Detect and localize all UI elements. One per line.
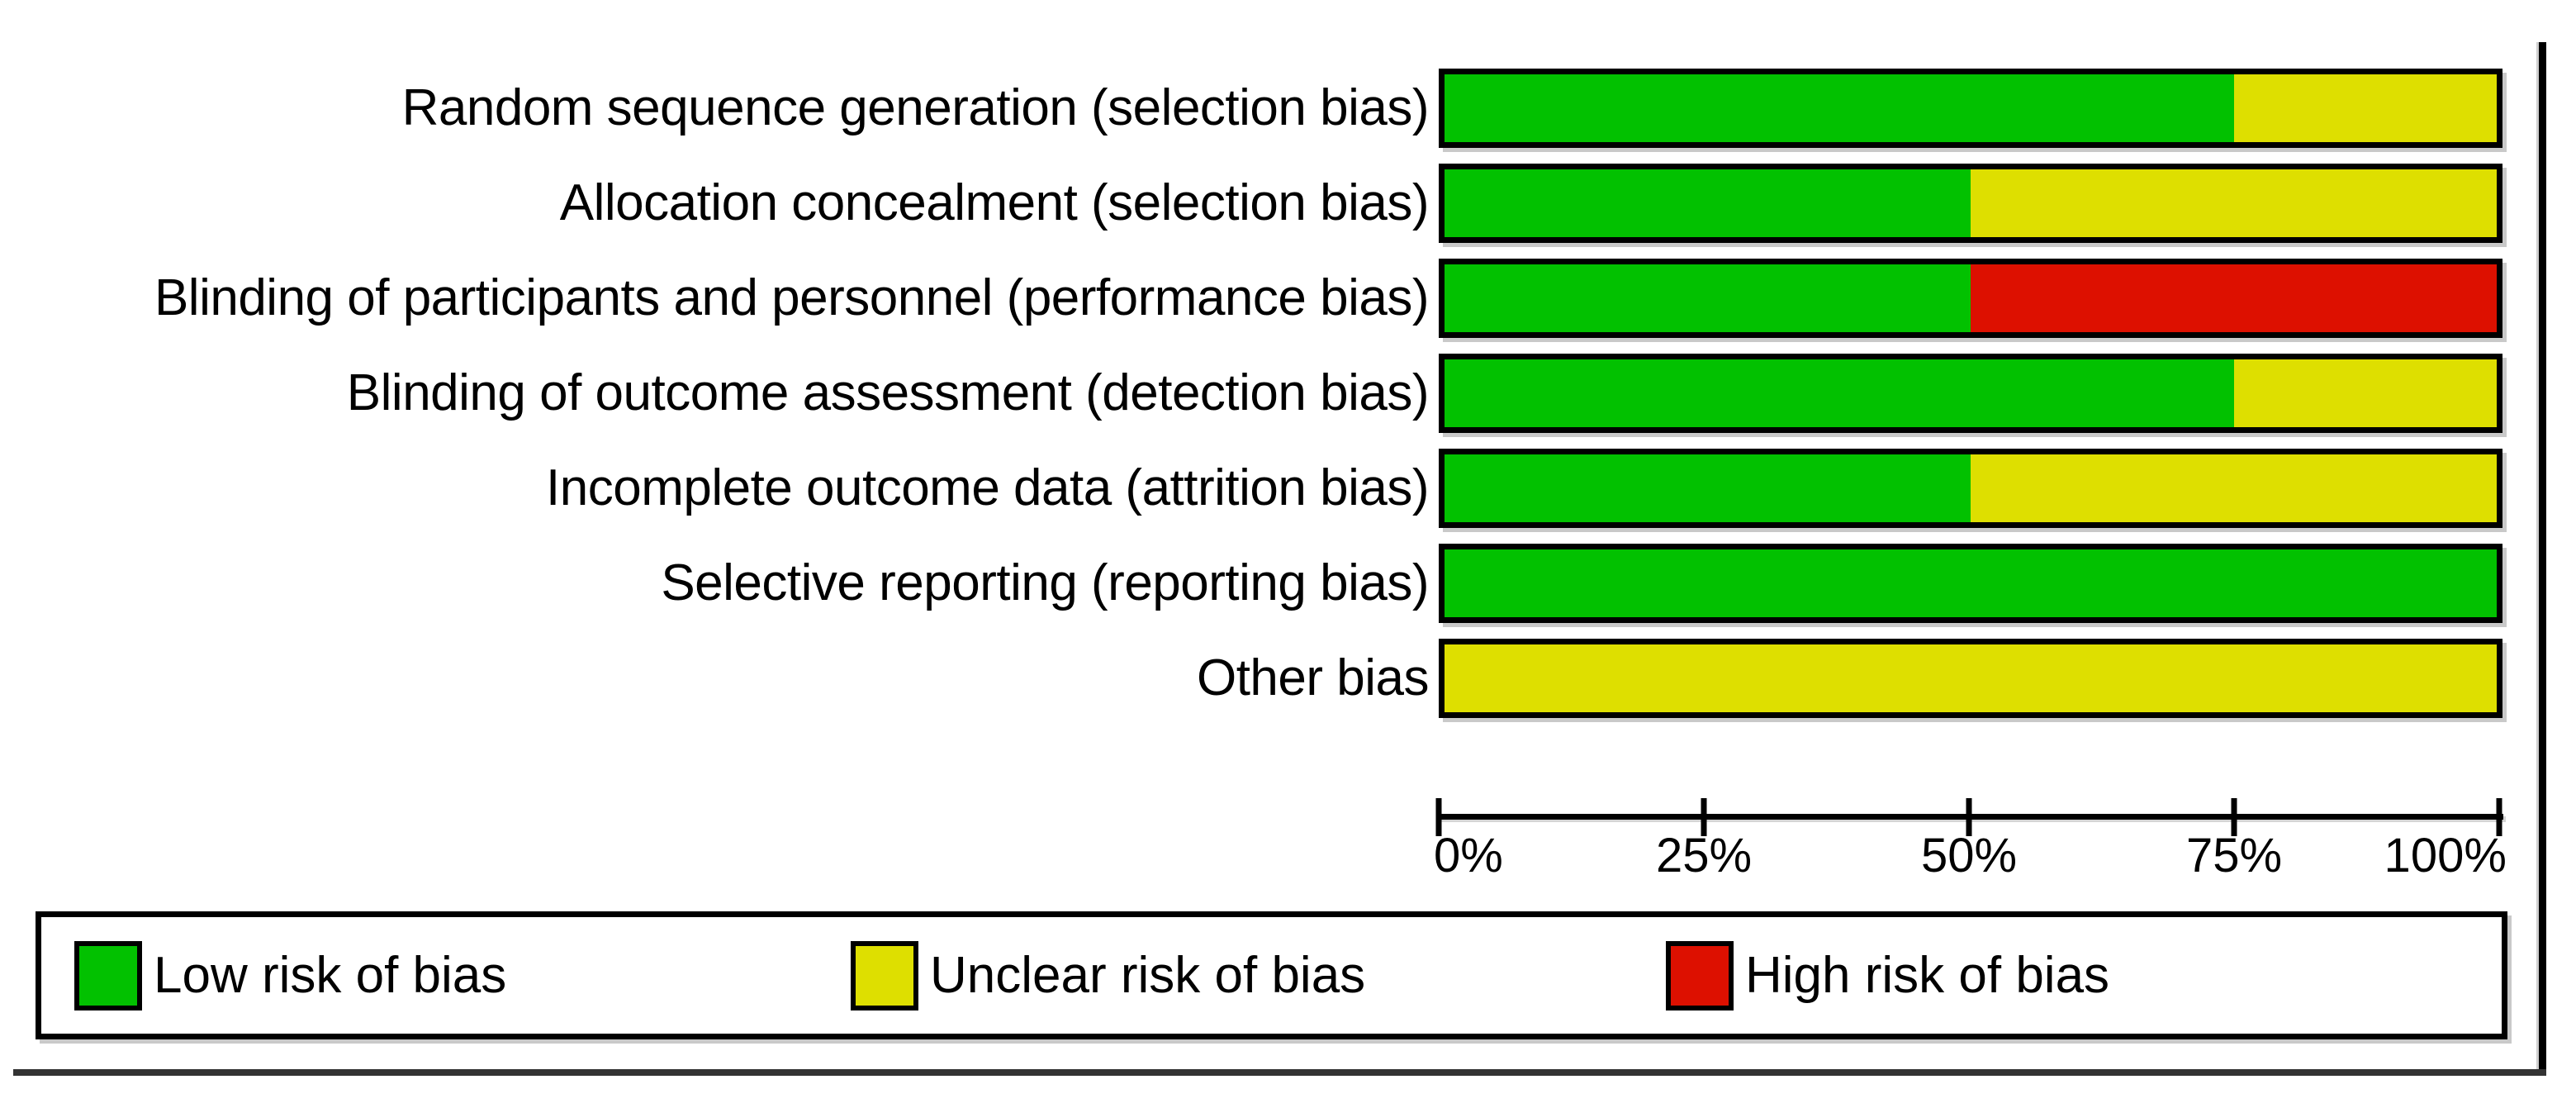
axis-tick-50: [1966, 798, 1972, 836]
axis-tick-label-75: 75%: [2185, 829, 2283, 882]
bar-rows: Random sequence generation (selection bi…: [0, 69, 2576, 734]
row-label-incomplete-outcome-data: Incomplete outcome data (attrition bias): [546, 459, 1430, 516]
bar-segment: [2233, 359, 2497, 427]
axis-tick-label-50: 50%: [1920, 829, 2018, 882]
stacked-bar-incomplete-outcome-data: [1439, 449, 2502, 528]
bar-row: Allocation concealment (selection bias): [0, 164, 2576, 243]
bar-segment: [1445, 74, 2234, 142]
bar-row: Selective reporting (reporting bias): [0, 544, 2576, 623]
bar-segment: [1971, 454, 2497, 522]
row-label-blinding-outcome-assessment: Blinding of outcome assessment (detectio…: [346, 364, 1430, 421]
stacked-bar-blinding-outcome-assessment: [1439, 354, 2502, 433]
bar-segment: [1445, 454, 1971, 522]
row-label-selective-reporting: Selective reporting (reporting bias): [661, 554, 1429, 611]
bar-segment: [1445, 549, 2497, 617]
axis-tick-label-25: 25%: [1655, 829, 1753, 882]
stacked-bar-selective-reporting: [1439, 544, 2502, 623]
bar-segment: [1445, 644, 2497, 712]
bar-segment: [1445, 264, 1971, 332]
stacked-bar-random-sequence-generation: [1439, 69, 2502, 148]
legend-box: Low risk of bias Unclear risk of bias Hi…: [36, 911, 2507, 1039]
stacked-bar-allocation-concealment: [1439, 164, 2502, 243]
legend-item-high-risk: High risk of bias: [1666, 940, 2110, 1011]
bar-segment: [1971, 264, 2497, 332]
bottom-frame-line: [13, 1069, 2546, 1076]
row-label-random-sequence-generation: Random sequence generation (selection bi…: [401, 79, 1430, 136]
stacked-bar-blinding-participants-personnel: [1439, 259, 2502, 338]
bar-row: Blinding of participants and personnel (…: [0, 259, 2576, 338]
axis-tick-0: [1435, 798, 1442, 836]
legend-label-unclear-risk: Unclear risk of bias: [930, 947, 1366, 1004]
legend-label-low-risk: Low risk of bias: [154, 947, 507, 1004]
right-frame-line: [2539, 42, 2546, 1076]
unclear-risk-swatch-icon: [851, 940, 918, 1011]
bar-row: Incomplete outcome data (attrition bias): [0, 449, 2576, 528]
row-label-allocation-concealment: Allocation concealment (selection bias): [559, 174, 1430, 231]
axis-tick-75: [2231, 798, 2237, 836]
legend-label-high-risk: High risk of bias: [1745, 947, 2110, 1004]
row-label-other-bias: Other bias: [1196, 649, 1430, 706]
bar-segment: [1445, 169, 1971, 237]
bar-segment: [2233, 74, 2497, 142]
bar-row: Other bias: [0, 639, 2576, 718]
low-risk-swatch-icon: [74, 940, 142, 1011]
legend-item-unclear-risk: Unclear risk of bias: [851, 940, 1366, 1011]
row-label-blinding-participants-personnel: Blinding of participants and personnel (…: [154, 269, 1430, 326]
legend-item-low-risk: Low risk of bias: [74, 940, 507, 1011]
axis-tick-label-0: 0%: [1434, 829, 1503, 882]
axis-tick-25: [1701, 798, 1707, 836]
bar-segment: [1445, 359, 2234, 427]
axis-tick-100: [2496, 798, 2502, 836]
stacked-bar-other-bias: [1439, 639, 2502, 718]
high-risk-swatch-icon: [1666, 940, 1734, 1011]
axis-tick-label-100: 100%: [2384, 829, 2507, 882]
bar-segment: [1971, 169, 2497, 237]
bar-row: Blinding of outcome assessment (detectio…: [0, 354, 2576, 433]
bar-row: Random sequence generation (selection bi…: [0, 69, 2576, 148]
